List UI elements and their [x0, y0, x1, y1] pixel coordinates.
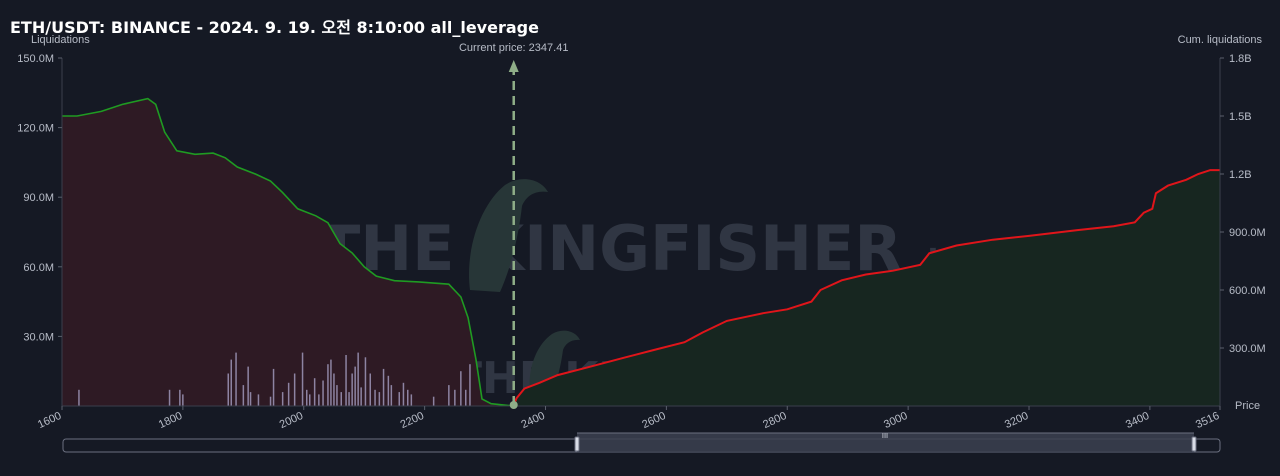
- x-tick-label: 2000: [278, 410, 305, 431]
- liquidation-bar: [249, 392, 252, 406]
- liquidation-bar: [360, 387, 362, 406]
- x-axis-label: Price: [1235, 400, 1260, 412]
- liquidation-bar: [340, 392, 342, 406]
- liquidation-bar: [281, 392, 284, 406]
- liquidation-bar: [293, 373, 296, 406]
- right-tick-label: 600.0M: [1229, 285, 1266, 297]
- liquidation-bar: [448, 385, 450, 406]
- liquidation-bar: [454, 389, 456, 406]
- liquidation-bar: [227, 373, 229, 406]
- liquidation-bar: [432, 396, 435, 406]
- x-tick-label: 2400: [520, 410, 547, 431]
- liquidation-bar: [242, 385, 245, 406]
- liquidation-bar: [230, 359, 232, 406]
- left-tick-label: 150.0M: [17, 53, 54, 65]
- liquidation-bar: [382, 368, 385, 406]
- liquidation-bar: [330, 359, 332, 406]
- liquidation-bar: [354, 366, 356, 406]
- liquidation-bar: [390, 385, 393, 406]
- slider-selection[interactable]: [577, 433, 1194, 453]
- short-cum-line: [62, 97, 514, 407]
- short-cum-area: [62, 98, 514, 406]
- liquidation-bar: [407, 389, 409, 406]
- kingfisher-bird-icon-small: [529, 330, 580, 397]
- x-tick-label: 3200: [1003, 410, 1030, 431]
- liquidation-bar: [345, 355, 347, 406]
- liquidation-bar: [301, 352, 304, 406]
- liquidation-bar: [469, 364, 471, 406]
- liquidation-bar: [460, 371, 462, 406]
- x-tick-label: 3000: [882, 410, 909, 431]
- liquidation-bar: [272, 368, 275, 406]
- liquidation-bar: [336, 385, 338, 406]
- x-tick-label: 2600: [640, 410, 667, 431]
- liquidation-bar: [78, 389, 80, 406]
- left-tick-label: 90.0M: [23, 192, 54, 204]
- liquidation-bar: [318, 394, 320, 406]
- liquidation-bar: [357, 352, 359, 406]
- liquidation-bars: [78, 352, 471, 406]
- liquidation-bar: [410, 394, 413, 406]
- liquidation-bar: [351, 373, 353, 406]
- right-tick-label: 300.0M: [1229, 343, 1266, 355]
- liquidation-bar: [465, 389, 467, 406]
- current-price-arrow-icon: [508, 60, 519, 72]
- slider-right-handle[interactable]: [1191, 436, 1197, 452]
- liquidation-bar: [333, 373, 335, 406]
- long-cum-area: [513, 170, 1220, 406]
- long-cum-line: [512, 169, 1220, 407]
- current-price-dot: [509, 401, 518, 409]
- right-tick-label: 900.0M: [1229, 227, 1266, 239]
- right-tick-label: 1.2B: [1229, 169, 1252, 181]
- kingfisher-bird-icon: [469, 179, 548, 292]
- x-axis-ticks: 1600 1800 2000 2200 2400 2600 2800 3000 3200 3400…: [36, 406, 1221, 431]
- chart-title: ETH/USDT: BINANCE - 2024. 9. 19. 오전 8:10…: [10, 18, 539, 37]
- slider-center-grip[interactable]: III: [882, 432, 888, 440]
- right-axis-ticks: 1.8B 1.5B 1.2B 900.0M 600.0M 300.0M: [1220, 53, 1266, 355]
- range-slider[interactable]: III: [62, 432, 1221, 453]
- x-tick-label: 3400: [1124, 410, 1151, 431]
- liquidation-bar: [387, 375, 390, 406]
- liquidation-bar: [179, 389, 181, 406]
- left-tick-label: 60.0M: [23, 262, 54, 274]
- left-tick-label: 120.0M: [17, 123, 54, 135]
- current-price-label: Current price: 2347.41: [459, 42, 568, 54]
- x-tick-label: 3516: [1194, 410, 1221, 431]
- liquidation-bar: [182, 394, 184, 406]
- right-tick-label: 1.8B: [1229, 53, 1252, 65]
- x-tick-label: 1600: [36, 410, 63, 431]
- liquidation-bar: [348, 392, 350, 406]
- x-tick-label: 2800: [761, 410, 788, 431]
- watermark-text-large: THE KINGFISHER: [318, 212, 902, 285]
- liquidation-bar: [306, 389, 308, 406]
- liquidation-bar: [168, 389, 171, 406]
- liquidation-bar: [309, 394, 311, 406]
- right-axis-label: Cum. liquidations: [1178, 34, 1263, 46]
- x-tick-label: 2200: [399, 410, 426, 431]
- liquidation-bar: [378, 392, 381, 406]
- left-tick-label: 30.0M: [23, 331, 54, 343]
- right-tick-label: 1.5B: [1229, 111, 1252, 123]
- liquidation-bar: [269, 396, 272, 406]
- liquidation-bar: [402, 382, 405, 406]
- liquidation-bar: [327, 364, 329, 406]
- slider-left-handle[interactable]: [574, 436, 580, 452]
- left-axis-ticks: 150.0M 120.0M 90.0M 60.0M 30.0M: [17, 53, 62, 343]
- liquidation-bar: [257, 394, 260, 406]
- liquidation-bar: [247, 366, 249, 406]
- liquidation-bar: [322, 380, 324, 406]
- liquidation-bar: [398, 392, 400, 406]
- liquidation-bar: [364, 357, 367, 406]
- liquidation-bar: [313, 378, 316, 406]
- x-tick-label: 1800: [157, 410, 184, 431]
- left-axis-label: Liquidations: [31, 34, 90, 46]
- liquidation-bar: [374, 389, 376, 406]
- liquidation-bar: [369, 373, 371, 406]
- liquidation-bar: [235, 352, 237, 406]
- liquidation-bar: [287, 382, 290, 406]
